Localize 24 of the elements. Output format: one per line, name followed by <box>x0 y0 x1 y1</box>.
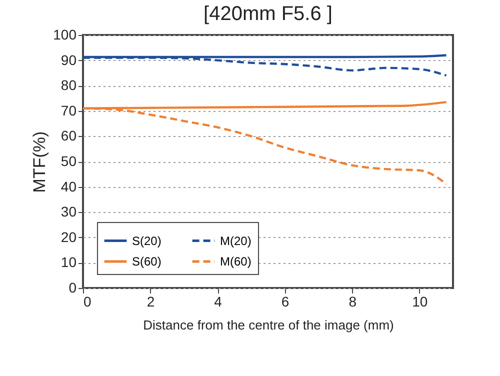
y-tick-label: 60 <box>60 128 77 144</box>
y-tick-label: 70 <box>60 102 77 118</box>
x-tick-label: 6 <box>281 294 290 310</box>
x-tick-label: 0 <box>84 294 92 310</box>
chart-title: [420mm F5.6 ] <box>204 3 332 25</box>
y-tick-label: 80 <box>60 77 77 94</box>
x-tick-label: 4 <box>214 294 222 310</box>
y-tick-label: 10 <box>60 254 77 270</box>
x-axis-title: Distance from the centre of the image (mm) <box>143 318 394 332</box>
legend-label: M(20) <box>220 234 252 248</box>
y-tick-label: 40 <box>60 178 77 194</box>
y-tick-label: 30 <box>60 204 77 220</box>
legend-label: S(60) <box>132 254 162 268</box>
x-tick-label: 8 <box>348 294 357 310</box>
y-tick-label: 20 <box>60 228 77 245</box>
y-tick-label: 90 <box>60 52 77 68</box>
y-tick-label: 100 <box>53 26 77 42</box>
y-tick-label: 0 <box>68 280 77 296</box>
x-tick-label: 2 <box>146 294 155 310</box>
y-tick-label: 50 <box>60 153 77 169</box>
legend-label: S(20) <box>132 234 162 248</box>
x-tick-label: 10 <box>412 294 428 310</box>
y-axis-title: MTF(%) <box>30 131 50 193</box>
legend-label: M(60) <box>220 254 252 268</box>
